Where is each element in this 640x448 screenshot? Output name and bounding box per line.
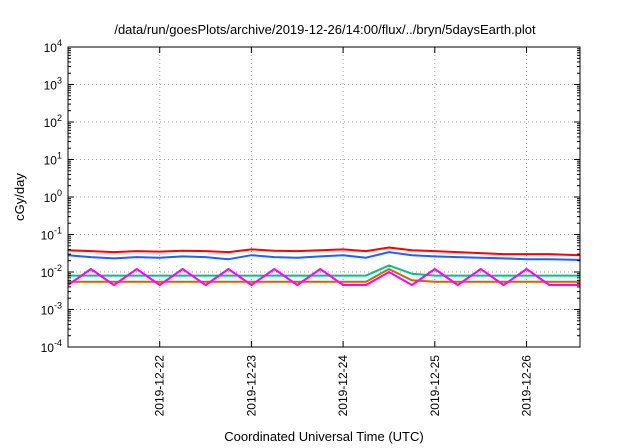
y-tick-label: 101 [44, 151, 62, 168]
chart-title: /data/run/goesPlots/archive/2019-12-26/1… [114, 22, 536, 37]
y-tick-label: 10-3 [41, 301, 62, 318]
y-tick-label: 103 [44, 76, 62, 93]
y-axis-label: cGy/day [12, 173, 27, 221]
x-axis-label: Coordinated Universal Time (UTC) [224, 429, 423, 444]
grid [68, 47, 580, 347]
series-line-2 [67, 251, 581, 261]
series-line-4 [68, 268, 580, 283]
series-line-5 [67, 268, 580, 286]
x-tick-label: 2019-12-25 [428, 355, 442, 417]
x-tick-label: 2019-12-23 [244, 355, 258, 417]
y-tick-label: 10-4 [41, 338, 62, 355]
ticks: 10-4 10-3 10-2 10-1 100 101 102 103 104 2019-12-2… [41, 38, 580, 416]
y-tick-label: 10-2 [41, 263, 62, 280]
y-tick-label: 104 [44, 38, 62, 55]
series-line-1 [67, 246, 581, 257]
series-line-3 [68, 264, 580, 277]
series-layer [67, 246, 581, 286]
y-tick-label: 100 [44, 188, 62, 205]
y-tick-label: 102 [44, 113, 62, 130]
y-tick-label: 10-1 [41, 226, 62, 243]
x-tick-label: 2019-12-22 [153, 355, 167, 417]
x-tick-label: 2019-12-24 [336, 355, 350, 417]
x-tick-label: 2019-12-26 [520, 355, 534, 417]
